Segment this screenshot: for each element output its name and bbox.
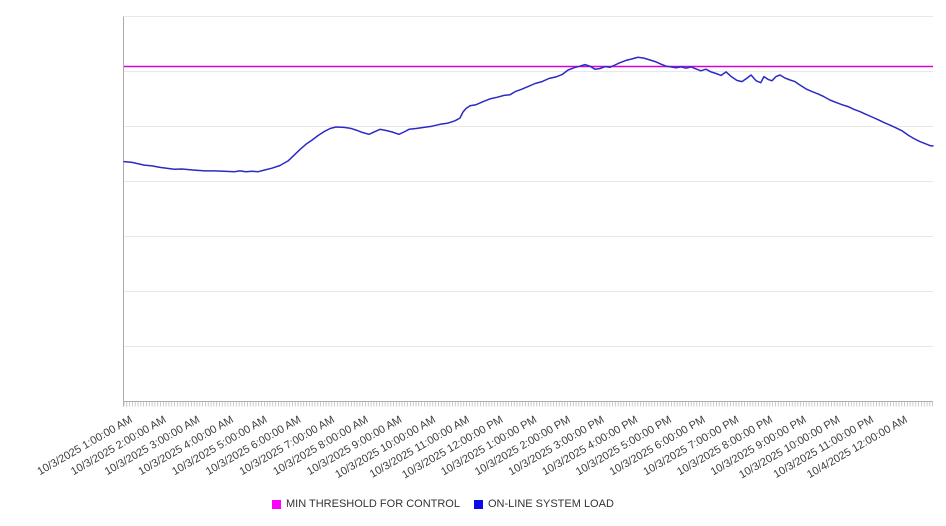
chart-legend: MIN THRESHOLD FOR CONTROL ON-LINE SYSTEM… (272, 498, 614, 510)
legend-label-series: ON-LINE SYSTEM LOAD (487, 498, 614, 510)
series-line (123, 56, 934, 173)
legend-item-threshold[interactable]: MIN THRESHOLD FOR CONTROL (272, 498, 460, 510)
legend-swatch-series-icon (473, 499, 483, 509)
legend-swatch-threshold-icon (272, 499, 281, 509)
legend-label-threshold: MIN THRESHOLD FOR CONTROL (286, 498, 460, 510)
legend-item-series[interactable]: ON-LINE SYSTEM LOAD (473, 498, 614, 510)
